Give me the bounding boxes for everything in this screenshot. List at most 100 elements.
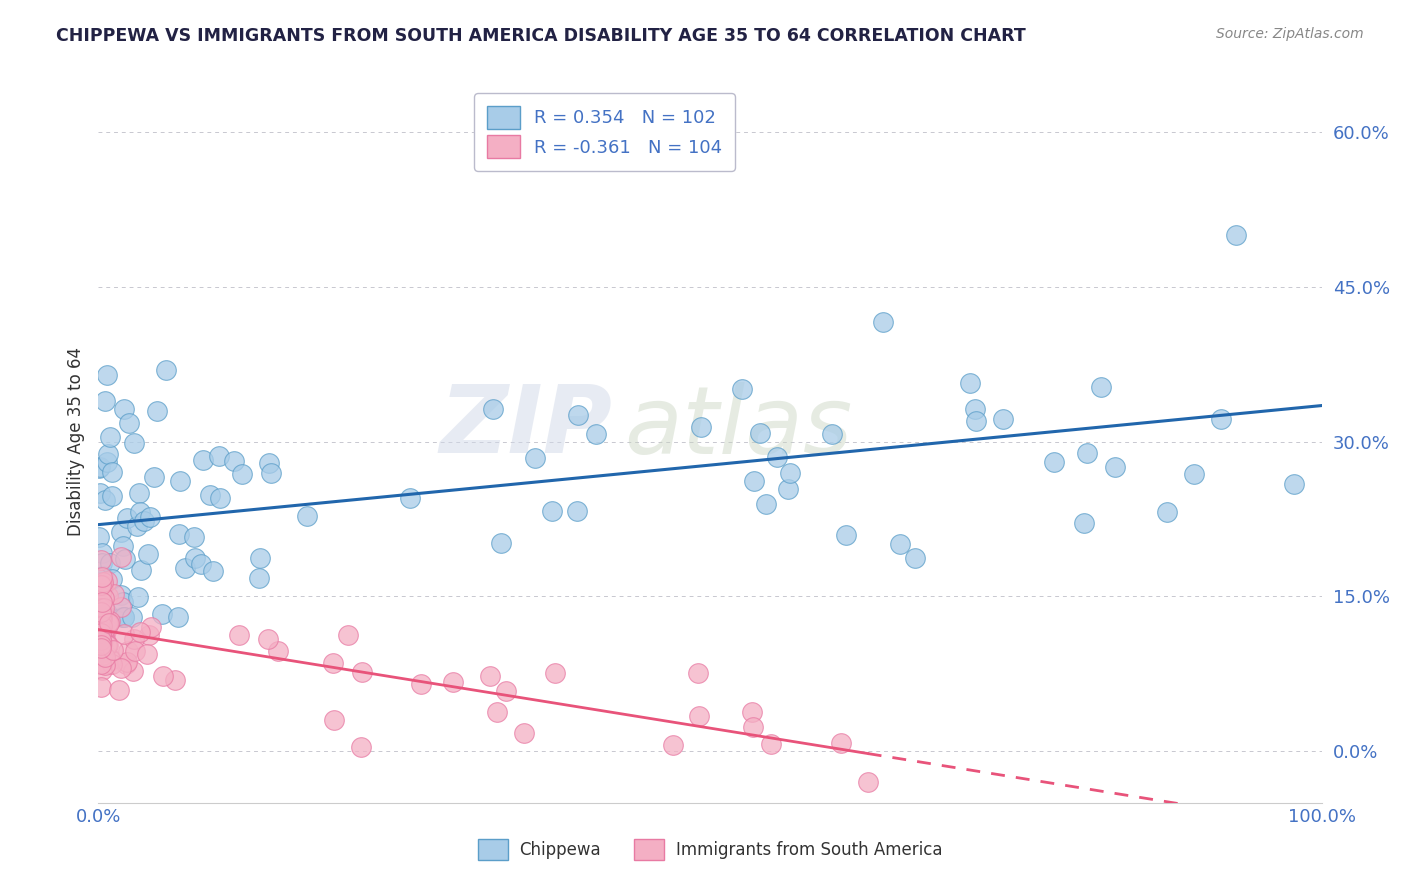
Point — [91, 624, 114, 639]
Point — [136, 647, 159, 661]
Point — [741, 705, 763, 719]
Point — [1043, 454, 1066, 468]
Point — [112, 627, 135, 641]
Point — [350, 739, 373, 754]
Point — [689, 420, 711, 434]
Point — [257, 456, 280, 470]
Point — [513, 726, 536, 740]
Point — [1209, 412, 1232, 426]
Point — [830, 736, 852, 750]
Point — [478, 669, 501, 683]
Point — [553, 120, 575, 134]
Point — [993, 412, 1015, 426]
Point — [155, 363, 177, 377]
Point — [731, 382, 754, 396]
Point — [1073, 516, 1095, 531]
Point — [748, 425, 770, 440]
Point — [90, 578, 112, 592]
Point — [90, 623, 112, 637]
Point — [93, 658, 115, 673]
Point — [90, 586, 112, 600]
Point — [90, 605, 112, 619]
Point — [90, 546, 112, 560]
Point — [145, 403, 167, 417]
Point — [567, 503, 589, 517]
Point — [90, 657, 112, 672]
Point — [256, 632, 278, 646]
Point — [90, 680, 112, 694]
Point — [90, 608, 112, 623]
Point — [91, 645, 114, 659]
Point — [167, 527, 190, 541]
Point — [904, 551, 927, 566]
Point — [112, 402, 135, 417]
Point — [117, 510, 139, 524]
Point — [115, 657, 138, 671]
Point — [108, 682, 131, 697]
Point — [110, 524, 132, 539]
Point — [202, 564, 225, 578]
Point — [208, 491, 231, 506]
Point — [97, 610, 120, 624]
Point — [100, 614, 122, 628]
Point — [567, 409, 589, 423]
Point — [90, 595, 112, 609]
Point — [91, 648, 114, 663]
Point — [93, 623, 115, 637]
Point — [110, 661, 132, 675]
Point — [152, 669, 174, 683]
Point — [688, 665, 710, 680]
Point — [1182, 467, 1205, 481]
Point — [91, 619, 114, 633]
Point — [190, 558, 212, 572]
Point — [90, 614, 112, 628]
Point — [247, 571, 270, 585]
Point — [91, 663, 114, 677]
Point — [112, 594, 135, 608]
Point — [89, 459, 111, 474]
Point — [139, 510, 162, 524]
Point — [114, 552, 136, 566]
Point — [93, 632, 115, 646]
Point — [755, 497, 778, 511]
Point — [96, 623, 118, 637]
Y-axis label: Disability Age 35 to 64: Disability Age 35 to 64 — [66, 347, 84, 536]
Point — [835, 528, 858, 542]
Point — [93, 394, 115, 409]
Point — [889, 537, 911, 551]
Point — [91, 574, 114, 589]
Point — [129, 563, 152, 577]
Point — [138, 628, 160, 642]
Point — [87, 460, 110, 475]
Point — [101, 466, 124, 480]
Point — [1104, 459, 1126, 474]
Point — [856, 775, 879, 789]
Point — [89, 531, 111, 545]
Point — [297, 508, 319, 523]
Point — [322, 657, 344, 671]
Point — [94, 492, 117, 507]
Point — [93, 601, 115, 615]
Point — [90, 613, 112, 627]
Point — [112, 539, 135, 553]
Point — [90, 594, 112, 608]
Point — [411, 677, 433, 691]
Point — [100, 573, 122, 587]
Point — [122, 435, 145, 450]
Point — [132, 514, 155, 528]
Point — [90, 638, 112, 652]
Point — [208, 449, 231, 463]
Point — [495, 684, 517, 698]
Point — [174, 561, 197, 575]
Point — [96, 638, 118, 652]
Point — [249, 551, 271, 566]
Point — [90, 622, 112, 636]
Point — [98, 650, 121, 665]
Point — [98, 557, 121, 571]
Point — [1076, 446, 1098, 460]
Point — [183, 531, 205, 545]
Point — [96, 574, 118, 589]
Text: CHIPPEWA VS IMMIGRANTS FROM SOUTH AMERICA DISABILITY AGE 35 TO 64 CORRELATION CH: CHIPPEWA VS IMMIGRANTS FROM SOUTH AMERIC… — [56, 27, 1026, 45]
Point — [122, 632, 145, 646]
Point — [129, 624, 152, 639]
